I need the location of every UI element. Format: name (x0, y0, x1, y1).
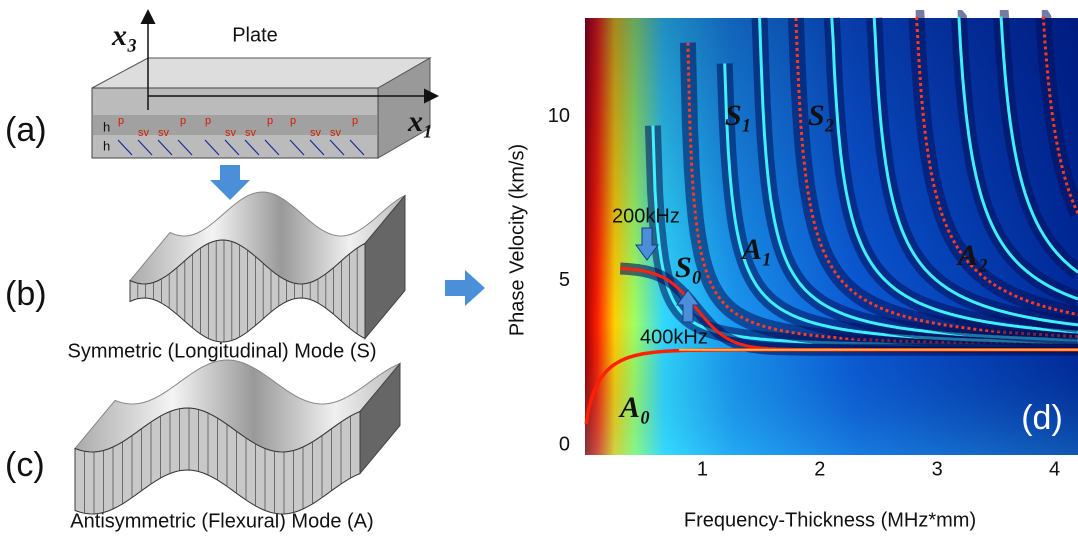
mode-label: S₀ (675, 251, 702, 284)
figure: x₃ x₁ Plate h h (a) (b) Symmetric (Longi… (0, 0, 1078, 539)
annotation: 400kHz (640, 326, 708, 348)
mode-label: S₂ (808, 99, 835, 132)
plate-title: Plate (232, 24, 278, 46)
panel-label: (d) (1021, 399, 1063, 437)
y-tick-label: 0 (559, 433, 570, 455)
x-tick-label: 1 (697, 458, 708, 480)
x-tick-label: 3 (932, 458, 943, 480)
x-axis-label: Frequency-Thickness (MHz*mm) (684, 509, 976, 531)
panel-label: (a) (5, 111, 47, 149)
mode-label: A₁ (740, 233, 772, 266)
wave-label: p (290, 115, 296, 127)
wave-label: sv (330, 127, 342, 139)
panel-label: (c) (5, 446, 45, 484)
y-axis-label: Phase Velocity (km/s) (506, 144, 528, 336)
wave-label: p (205, 115, 211, 127)
y-tick-label: 5 (559, 269, 570, 291)
wave-label: sv (225, 127, 237, 139)
panel-label: (b) (5, 275, 47, 313)
plot-area (585, 18, 1078, 455)
thickness-label: h (103, 138, 110, 153)
wave-label: sv (158, 127, 170, 139)
wave-label: p (352, 115, 358, 127)
x-tick-label: 2 (814, 458, 825, 480)
wave-label: sv (310, 127, 322, 139)
wave-label: sv (245, 127, 257, 139)
wave-label: p (267, 115, 273, 127)
mode-label: A₀ (618, 391, 650, 424)
axis-label: x₃ (111, 19, 137, 52)
x-tick-label: 4 (1049, 458, 1060, 480)
flow-arrow (210, 165, 250, 200)
caption: Symmetric (Longitudinal) Mode (S) (68, 340, 377, 362)
wave-label: p (180, 115, 186, 127)
caption: Antisymmetric (Flexural) Mode (A) (70, 510, 373, 532)
plate-top (92, 58, 430, 88)
wave-label: sv (138, 127, 150, 139)
axis-label: x₁ (407, 105, 433, 138)
annotation: 200kHz (612, 205, 680, 227)
flow-arrow (445, 270, 485, 306)
y-tick-label: 10 (548, 105, 570, 127)
mode-label: A₂ (956, 239, 988, 272)
thickness-label: h (103, 119, 110, 134)
wave-label: p (118, 115, 124, 127)
mode-label: S₁ (725, 99, 752, 132)
